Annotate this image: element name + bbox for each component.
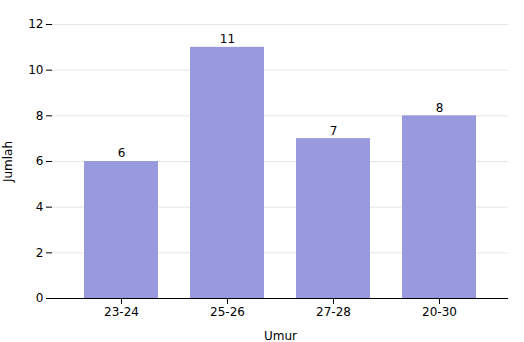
svg-text:Umur: Umur: [264, 329, 297, 342]
svg-text:0: 0: [36, 291, 44, 305]
svg-text:20-30: 20-30: [422, 305, 457, 319]
svg-text:27-28: 27-28: [316, 305, 351, 319]
svg-text:10: 10: [28, 63, 43, 77]
svg-text:8: 8: [436, 101, 444, 115]
svg-text:4: 4: [36, 200, 44, 214]
svg-text:2: 2: [36, 246, 44, 260]
svg-text:12: 12: [28, 17, 43, 31]
svg-text:23-24: 23-24: [104, 305, 139, 319]
svg-text:11: 11: [220, 32, 235, 46]
svg-text:7: 7: [330, 124, 338, 138]
svg-text:25-26: 25-26: [210, 305, 245, 319]
svg-text:Jumlah: Jumlah: [1, 141, 15, 183]
svg-text:6: 6: [118, 146, 126, 160]
svg-text:6: 6: [36, 154, 44, 168]
svg-text:8: 8: [36, 109, 44, 123]
